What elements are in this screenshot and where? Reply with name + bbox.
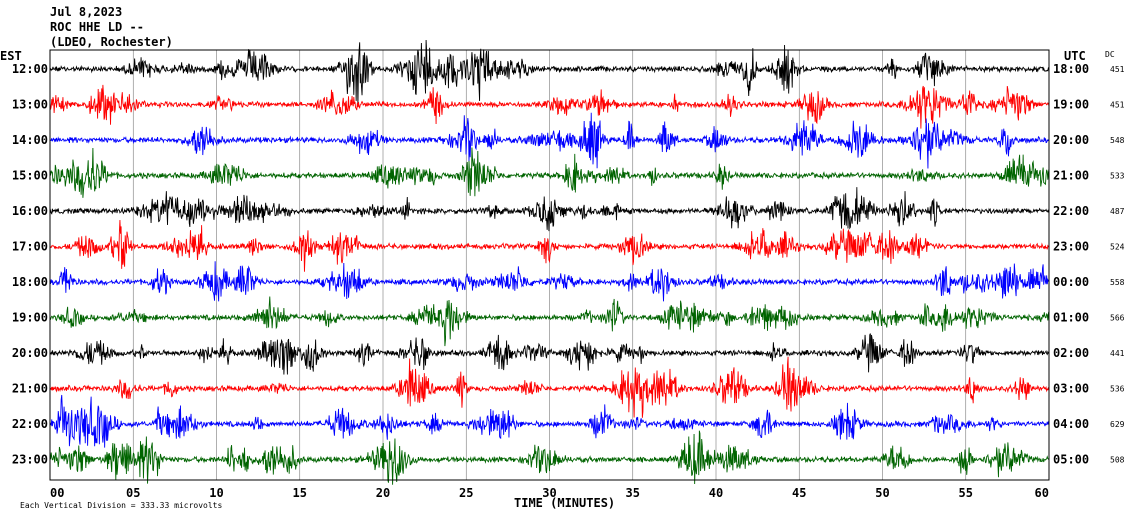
- dc-value: 524: [1110, 243, 1125, 252]
- dc-value: 441: [1110, 349, 1125, 358]
- est-time-label: 23:00: [12, 453, 48, 467]
- x-tick-label: 30: [542, 486, 556, 500]
- scale-note: Each Vertical Division = 333.33 microvol…: [20, 501, 222, 510]
- est-time-label: 14:00: [12, 133, 48, 147]
- est-time-label: 15:00: [12, 169, 48, 183]
- utc-time-label: 22:00: [1053, 204, 1089, 218]
- x-tick-label: 05: [126, 486, 140, 500]
- est-time-label: 21:00: [12, 382, 48, 396]
- seismic-trace: [49, 220, 1050, 272]
- utc-time-label: 03:00: [1053, 382, 1089, 396]
- header-station: ROC HHE LD --: [50, 20, 144, 34]
- seismic-trace: [49, 296, 1050, 347]
- x-tick-label: 25: [459, 486, 473, 500]
- utc-time-label: 00:00: [1053, 275, 1089, 289]
- x-tick-label: 60: [1035, 486, 1049, 500]
- x-tick-label: 35: [626, 486, 640, 500]
- row-labels: 12:00 18:00 451 13:00 19:00 451 14:00 20:00 548 1…: [12, 62, 1125, 467]
- est-time-label: 20:00: [12, 346, 48, 360]
- x-tick-label: 00: [50, 486, 64, 500]
- dc-value: 451: [1110, 65, 1125, 74]
- dc-value: 548: [1110, 136, 1125, 145]
- left-axis-label: EST: [0, 49, 22, 63]
- dc-value: 508: [1110, 456, 1125, 465]
- dc-value: 536: [1110, 385, 1125, 394]
- grid-lines: [49, 50, 1050, 480]
- utc-time-label: 20:00: [1053, 133, 1089, 147]
- dc-value: 558: [1110, 278, 1125, 287]
- est-time-label: 18:00: [12, 275, 48, 289]
- x-axis-label: TIME (MINUTES): [514, 496, 615, 510]
- est-time-label: 16:00: [12, 204, 48, 218]
- header-date: Jul 8,2023: [50, 5, 122, 19]
- est-time-label: 17:00: [12, 240, 48, 254]
- x-tick-label: 10: [209, 486, 223, 500]
- seismic-trace: [49, 333, 1050, 375]
- seismic-trace: [49, 394, 1050, 448]
- est-time-label: 22:00: [12, 417, 48, 431]
- x-tick-labels: 00 05 10 15 20 25 30 35 40 45 50 55 60: [50, 486, 1049, 500]
- seismic-trace: [49, 356, 1050, 418]
- dc-value: 451: [1110, 101, 1125, 110]
- seismic-trace: [49, 187, 1050, 232]
- dc-value: 629: [1110, 420, 1125, 429]
- x-tick-label: 20: [376, 486, 390, 500]
- est-time-label: 12:00: [12, 62, 48, 76]
- plot-frame: [49, 49, 1050, 481]
- dc-value: 566: [1110, 314, 1125, 323]
- dc-value: 487: [1110, 207, 1125, 216]
- seismic-trace: [49, 430, 1050, 485]
- x-tick-label: 15: [293, 486, 307, 500]
- right-axis-label: UTC: [1064, 49, 1086, 63]
- utc-time-label: 01:00: [1053, 311, 1089, 325]
- seismic-trace: [49, 147, 1050, 198]
- seismic-trace: [49, 112, 1050, 169]
- utc-time-label: 04:00: [1053, 417, 1089, 431]
- utc-time-label: 18:00: [1053, 62, 1089, 76]
- dc-label: DC: [1105, 50, 1115, 59]
- seismic-trace: [49, 84, 1050, 129]
- est-time-label: 19:00: [12, 311, 48, 325]
- utc-time-label: 19:00: [1053, 98, 1089, 112]
- seismic-traces: [49, 39, 1050, 485]
- x-tick-label: 40: [709, 486, 723, 500]
- utc-time-label: 02:00: [1053, 346, 1089, 360]
- seismic-trace: [49, 39, 1050, 106]
- header-network: (LDEO, Rochester): [50, 35, 173, 49]
- utc-time-label: 05:00: [1053, 453, 1089, 467]
- utc-time-label: 23:00: [1053, 240, 1089, 254]
- seismic-trace: [49, 261, 1050, 302]
- x-tick-label: 50: [875, 486, 889, 500]
- dc-value: 533: [1110, 172, 1125, 181]
- utc-time-label: 21:00: [1053, 169, 1089, 183]
- x-tick-label: 55: [959, 486, 973, 500]
- est-time-label: 13:00: [12, 98, 48, 112]
- x-tick-label: 45: [792, 486, 806, 500]
